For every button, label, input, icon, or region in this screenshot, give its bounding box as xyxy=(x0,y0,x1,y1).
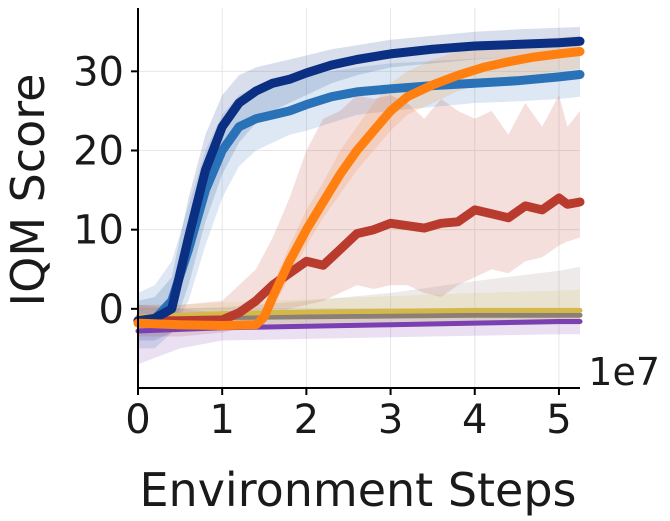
series-line-0 xyxy=(133,36,585,326)
x-tick-label: 0 xyxy=(125,397,150,443)
series-line-2 xyxy=(133,47,585,330)
series-line-3 xyxy=(133,193,585,326)
y-tick-label: 10 xyxy=(73,208,124,254)
x-tick-label: 2 xyxy=(294,397,319,443)
x-offset-label: 1e7 xyxy=(588,350,660,394)
tick-labels: 0 1 2 3 4 5 0 10 20 30 xyxy=(73,49,572,443)
series-lines xyxy=(133,36,585,334)
series-band-1 xyxy=(138,53,580,349)
y-tick-label: 30 xyxy=(73,49,124,95)
x-axis-label: Environment Steps xyxy=(139,463,576,517)
y-tick-label: 0 xyxy=(99,287,124,333)
x-tick-label: 3 xyxy=(378,397,403,443)
series-line-6 xyxy=(135,307,583,320)
series-band-0 xyxy=(138,27,580,341)
y-tick-label: 20 xyxy=(73,129,124,175)
x-tick-label: 1 xyxy=(209,397,234,443)
axes xyxy=(131,8,580,395)
x-tick-label: 5 xyxy=(546,397,571,443)
series-band-2 xyxy=(138,35,580,329)
series-band-3 xyxy=(138,95,580,337)
y-axis-label: IQM Score xyxy=(1,74,55,307)
x-tick-label: 4 xyxy=(462,397,487,443)
